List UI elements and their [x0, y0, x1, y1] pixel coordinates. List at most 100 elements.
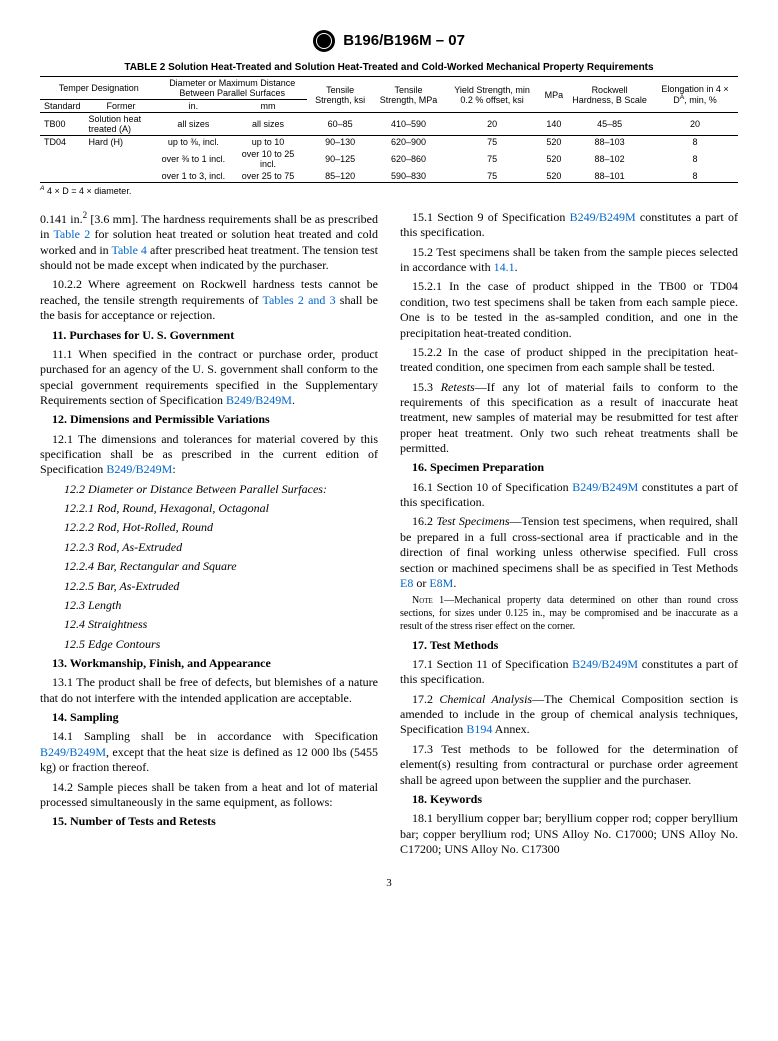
body-columns: 0.141 in.2 [3.6 mm]. The hardness requir…: [40, 210, 738, 857]
th-mm: mm: [229, 100, 307, 113]
link-e8m[interactable]: E8M: [429, 576, 453, 590]
link-tables23[interactable]: Tables 2 and 3: [263, 293, 336, 307]
table-title: TABLE 2 Solution Heat-Treated and Soluti…: [40, 62, 738, 73]
cell: 8: [652, 136, 738, 149]
para: 15.2 Test specimens shall be taken from …: [400, 245, 738, 276]
section-18: 18. Keywords: [400, 792, 738, 807]
link-b249[interactable]: B249/B249M: [572, 480, 638, 494]
cell: over 10 to 25 incl.: [229, 148, 307, 170]
cell: over 25 to 75: [229, 170, 307, 183]
cell: TD04: [40, 136, 85, 149]
link-b249[interactable]: B249/B249M: [570, 210, 636, 224]
cell: 75: [444, 148, 541, 170]
cell: 20: [444, 113, 541, 136]
cell: 75: [444, 136, 541, 149]
para: 17.1 Section 11 of Specification B249/B2…: [400, 657, 738, 688]
page-number: 3: [40, 877, 738, 889]
section-12: 12. Dimensions and Permissible Variation…: [40, 412, 378, 427]
para: 18.1 beryllium copper bar; beryllium cop…: [400, 811, 738, 857]
para: 12.4 Straightness: [40, 617, 378, 632]
cell: 520: [541, 148, 568, 170]
para: 15.3 Retests—If any lot of material fail…: [400, 380, 738, 457]
para: 12.1 The dimensions and tolerances for m…: [40, 432, 378, 478]
note-1: Note 1—Mechanical property data determin…: [400, 595, 738, 633]
cell: 90–130: [307, 136, 374, 149]
section-11: 11. Purchases for U. S. Government: [40, 328, 378, 343]
section-14: 14. Sampling: [40, 710, 378, 725]
para: 15.2.1 In the case of product shipped in…: [400, 279, 738, 340]
cell: 620–860: [373, 148, 443, 170]
th-temper: Temper Designation: [40, 77, 158, 100]
th-diameter: Diameter or Maximum Distance Between Par…: [158, 77, 307, 100]
cell: 20: [652, 113, 738, 136]
cell: 8: [652, 170, 738, 183]
cell: 520: [541, 170, 568, 183]
para: 12.5 Edge Contours: [40, 637, 378, 652]
cell: Hard (H): [85, 136, 158, 149]
para: 12.2.4 Bar, Rectangular and Square: [40, 559, 378, 574]
cell: 90–125: [307, 148, 374, 170]
para: 17.3 Test methods to be followed for the…: [400, 742, 738, 788]
cell: 590–830: [373, 170, 443, 183]
cell: 8: [652, 148, 738, 170]
cell: over 1 to 3, incl.: [158, 170, 230, 183]
para: 17.2 Chemical Analysis—The Chemical Comp…: [400, 692, 738, 738]
para: 12.2.1 Rod, Round, Hexagonal, Octagonal: [40, 501, 378, 516]
property-table: Temper Designation Diameter or Maximum D…: [40, 76, 738, 183]
section-13: 13. Workmanship, Finish, and Appearance: [40, 656, 378, 671]
section-16: 16. Specimen Preparation: [400, 460, 738, 475]
cell: Solution heat treated (A): [85, 113, 158, 136]
section-17: 17. Test Methods: [400, 638, 738, 653]
astm-logo-icon: [313, 30, 335, 52]
cell: TB00: [40, 113, 85, 136]
th-in: in.: [158, 100, 230, 113]
link-b194[interactable]: B194: [466, 722, 492, 736]
th-ts-ksi: Tensile Strength, ksi: [307, 77, 374, 113]
link-14-1[interactable]: 14.1: [494, 260, 515, 274]
doc-id: B196/B196M – 07: [343, 32, 465, 49]
cell: 60–85: [307, 113, 374, 136]
cell: 520: [541, 136, 568, 149]
link-table4[interactable]: Table 4: [111, 243, 146, 257]
link-e8[interactable]: E8: [400, 576, 413, 590]
th-former: Former: [85, 100, 158, 113]
para: 12.2.3 Rod, As-Extruded: [40, 540, 378, 555]
table-footnote: A 4 × D = 4 × diameter.: [40, 185, 738, 196]
para: 15.2.2 In the case of product shipped in…: [400, 345, 738, 376]
para: 13.1 The product shall be free of defect…: [40, 675, 378, 706]
para: 12.2.5 Bar, As-Extruded: [40, 579, 378, 594]
para: 12.2.2 Rod, Hot-Rolled, Round: [40, 520, 378, 535]
para: 10.2.2 Where agreement on Rockwell hardn…: [40, 277, 378, 323]
cell: over ⅜ to 1 incl.: [158, 148, 230, 170]
th-yield-mpa: MPa: [541, 77, 568, 113]
cell: 620–900: [373, 136, 443, 149]
section-15: 15. Number of Tests and Retests: [40, 814, 378, 829]
link-table2[interactable]: Table 2: [53, 227, 90, 241]
th-rockwell: Rockwell Hardness, B Scale: [567, 77, 652, 113]
page-header: B196/B196M – 07: [40, 30, 738, 52]
cell: 85–120: [307, 170, 374, 183]
link-b249[interactable]: B249/B249M: [40, 745, 106, 759]
para: 15.1 Section 9 of Specification B249/B24…: [400, 210, 738, 241]
cell: all sizes: [158, 113, 230, 136]
cell: all sizes: [229, 113, 307, 136]
cell: 88–102: [567, 148, 652, 170]
cell: 45–85: [567, 113, 652, 136]
cell: 140: [541, 113, 568, 136]
th-ts-mpa: Tensile Strength, MPa: [373, 77, 443, 113]
para: 0.141 in.2 [3.6 mm]. The hardness requir…: [40, 210, 378, 273]
cell: up to 10: [229, 136, 307, 149]
para: 14.2 Sample pieces shall be taken from a…: [40, 780, 378, 811]
th-yield: Yield Strength, min 0.2 % offset, ksi: [444, 77, 541, 113]
cell: 88–101: [567, 170, 652, 183]
para: 11.1 When specified in the contract or p…: [40, 347, 378, 408]
para: 12.3 Length: [40, 598, 378, 613]
link-b249[interactable]: B249/B249M: [572, 657, 638, 671]
para: 12.2 Diameter or Distance Between Parall…: [40, 482, 378, 497]
link-b249[interactable]: B249/B249M: [226, 393, 292, 407]
link-b249[interactable]: B249/B249M: [106, 462, 172, 476]
cell: up to ⅜, incl.: [158, 136, 230, 149]
th-standard: Standard: [40, 100, 85, 113]
para: 14.1 Sampling shall be in accordance wit…: [40, 729, 378, 775]
para: 16.1 Section 10 of Specification B249/B2…: [400, 480, 738, 511]
